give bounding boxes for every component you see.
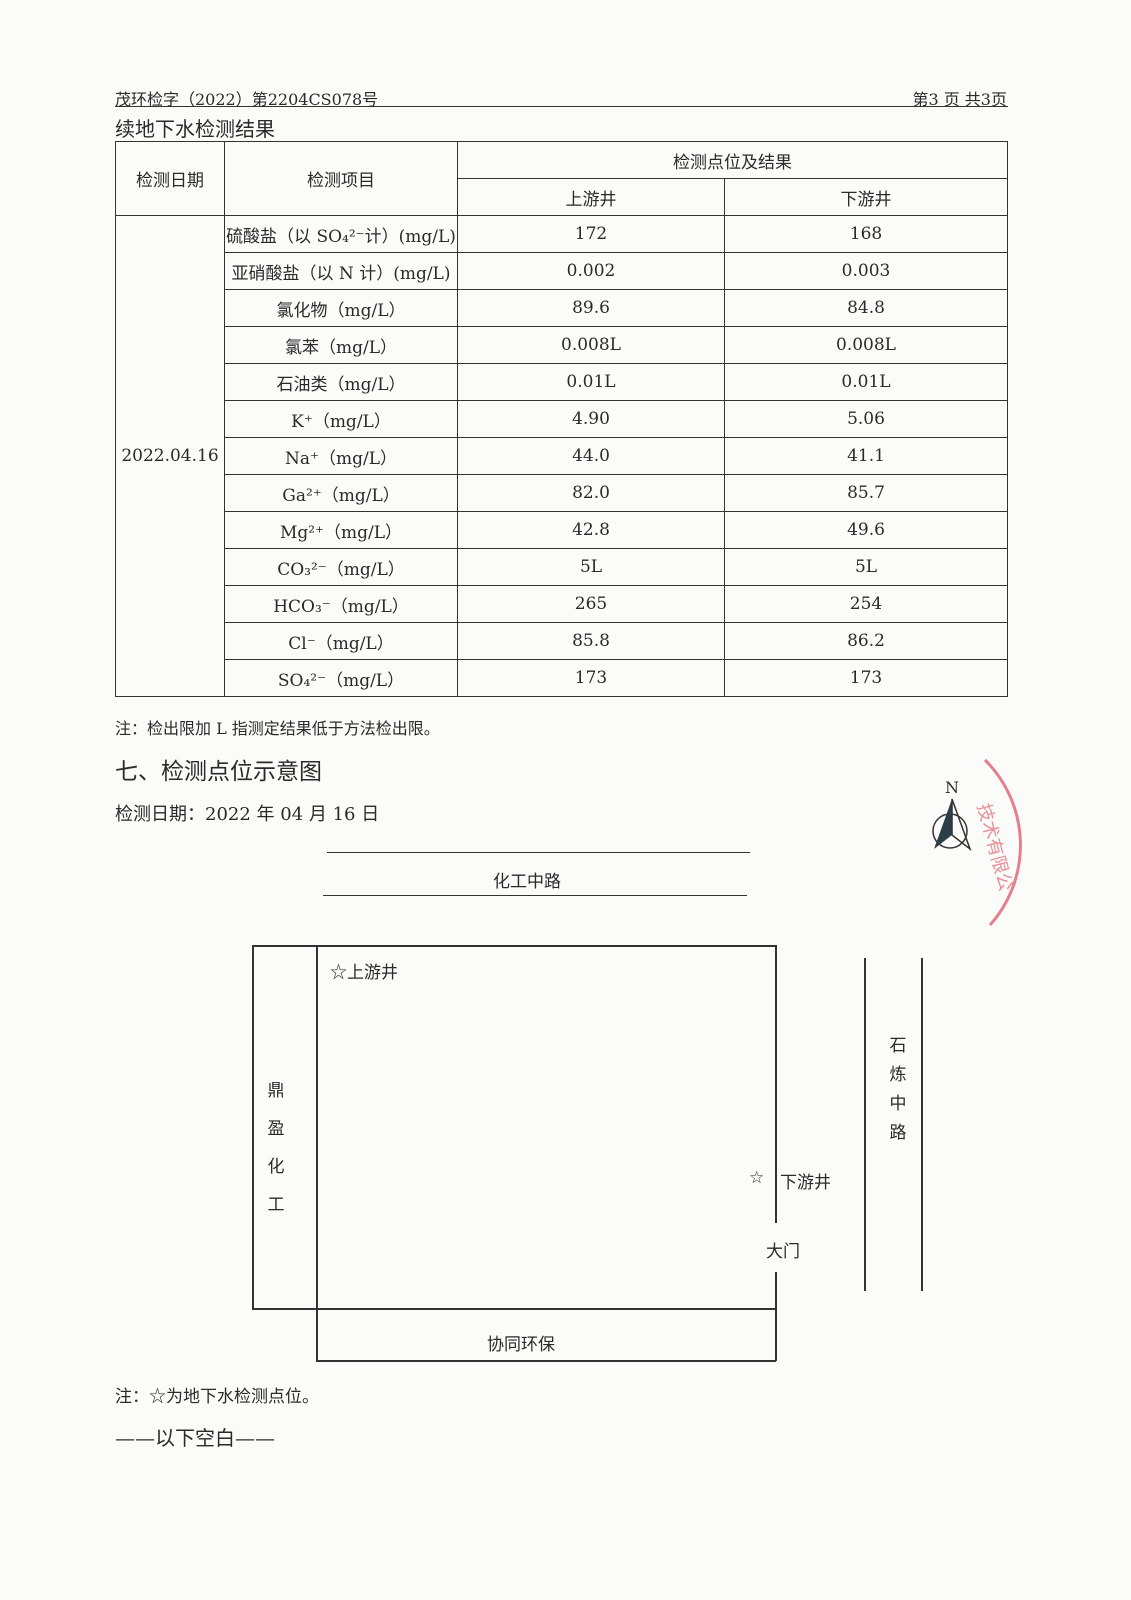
downstream-well-label: 下游井	[780, 1173, 831, 1193]
item-cell: SO₄²⁻（mg/L）	[224, 659, 458, 697]
down-cell: 0.003	[724, 252, 1008, 290]
down-cell: 0.01L	[724, 363, 1008, 401]
map-note: 注：☆为地下水检测点位。	[115, 1387, 319, 1407]
site-border	[252, 945, 254, 1309]
down-cell: 84.8	[724, 289, 1008, 327]
gate-label: 大门	[766, 1242, 800, 1262]
report-number: 茂环检字（2022）第2204CS078号	[115, 90, 379, 109]
table-row: HCO₃⁻（mg/L） 265 254	[116, 585, 1008, 623]
site-border	[316, 945, 318, 1361]
col-up-header: 上游井	[457, 178, 725, 216]
neighbor-xietong: 协同环保	[487, 1335, 555, 1355]
down-cell: 173	[724, 659, 1008, 697]
up-cell: 82.0	[457, 474, 725, 512]
road-edge	[323, 895, 747, 896]
up-cell: 173	[457, 659, 725, 697]
north-arrow: N	[930, 778, 974, 857]
down-cell: 41.1	[724, 437, 1008, 475]
site-border	[252, 1308, 776, 1310]
item-cell: 氯苯（mg/L）	[224, 326, 458, 364]
col-group-header: 检测点位及结果	[457, 141, 1008, 179]
sampling-date: 检测日期：2022 年 04 月 16 日	[115, 804, 380, 825]
item-cell: Cl⁻（mg/L）	[224, 622, 458, 660]
table-row: 氯苯（mg/L） 0.008L 0.008L	[116, 326, 1008, 364]
road-huagong: 化工中路	[493, 872, 561, 892]
table-note: 注：检出限加 L 指测定结果低于方法检出限。	[115, 719, 440, 738]
table-row: 亚硝酸盐（以 N 计）(mg/L) 0.002 0.003	[116, 252, 1008, 290]
up-cell: 42.8	[457, 511, 725, 549]
table-row: K⁺（mg/L） 4.90 5.06	[116, 400, 1008, 438]
item-cell: Ga²⁺（mg/L）	[224, 474, 458, 512]
item-cell: K⁺（mg/L）	[224, 400, 458, 438]
table-row: CO₃²⁻（mg/L） 5L 5L	[116, 548, 1008, 586]
col-down-header: 下游井	[724, 178, 1008, 216]
down-cell: 0.008L	[724, 326, 1008, 364]
compass-icon	[932, 798, 972, 852]
table-row: Na⁺（mg/L） 44.0 41.1	[116, 437, 1008, 475]
item-cell: Mg²⁺（mg/L）	[224, 511, 458, 549]
down-cell: 168	[724, 215, 1008, 253]
item-cell: 石油类（mg/L）	[224, 363, 458, 401]
road-shilian: 石炼中路	[889, 1036, 907, 1143]
item-cell: 亚硝酸盐（以 N 计）(mg/L)	[224, 252, 458, 290]
down-cell: 254	[724, 585, 1008, 623]
up-cell: 172	[457, 215, 725, 253]
table-title: 续地下水检测结果	[115, 117, 275, 141]
star-icon: ☆	[749, 1168, 765, 1188]
up-cell: 0.002	[457, 252, 725, 290]
col-item-header: 检测项目	[224, 141, 458, 216]
svg-text:技术有限公: 技术有限公	[973, 801, 1017, 893]
table-row: 氯化物（mg/L） 89.6 84.8	[116, 289, 1008, 327]
site-border	[316, 1360, 776, 1362]
table-row: Mg²⁺（mg/L） 42.8 49.6	[116, 511, 1008, 549]
table-row: 2022.04.16 硫酸盐（以 SO₄²⁻计）(mg/L) 172 168	[115, 215, 1008, 697]
table-row: Cl⁻（mg/L） 85.8 86.2	[116, 622, 1008, 660]
north-label: N	[945, 778, 959, 797]
page-info: 第3 页 共3页	[912, 90, 1007, 109]
up-cell: 265	[457, 585, 725, 623]
up-cell: 44.0	[457, 437, 725, 475]
section-title: 七、检测点位示意图	[115, 759, 322, 785]
item-cell: CO₃²⁻（mg/L）	[224, 548, 458, 586]
site-border	[252, 945, 776, 947]
down-cell: 85.7	[724, 474, 1008, 512]
road-edge	[327, 852, 750, 853]
up-cell: 89.6	[457, 289, 725, 327]
up-cell: 4.90	[457, 400, 725, 438]
official-stamp: 技术有限公	[973, 758, 1022, 926]
down-cell: 86.2	[724, 622, 1008, 660]
table-row: 石油类（mg/L） 0.01L 0.01L	[116, 363, 1008, 401]
road-edge	[921, 958, 923, 1291]
site-border	[775, 1272, 777, 1361]
up-cell: 5L	[457, 548, 725, 586]
item-cell: 硫酸盐（以 SO₄²⁻计）(mg/L)	[224, 215, 458, 253]
upstream-well-point: ☆上游井	[330, 963, 398, 983]
down-cell: 49.6	[724, 511, 1008, 549]
header-rule	[115, 106, 1008, 107]
date-cell: 2022.04.16	[115, 215, 225, 697]
item-cell: Na⁺（mg/L）	[224, 437, 458, 475]
table-row: SO₄²⁻（mg/L） 173 173	[116, 659, 1008, 697]
up-cell: 0.008L	[457, 326, 725, 364]
down-cell: 5L	[724, 548, 1008, 586]
item-cell: 氯化物（mg/L）	[224, 289, 458, 327]
end-marker: ——以下空白——	[115, 1426, 275, 1450]
table-row: Ga²⁺（mg/L） 82.0 85.7	[116, 474, 1008, 512]
site-border	[775, 945, 777, 1223]
down-cell: 5.06	[724, 400, 1008, 438]
item-cell: HCO₃⁻（mg/L）	[224, 585, 458, 623]
road-edge	[864, 958, 866, 1291]
up-cell: 85.8	[457, 622, 725, 660]
col-date-header: 检测日期	[115, 141, 225, 216]
neighbor-dingying: 鼎盈化工	[267, 1081, 285, 1215]
up-cell: 0.01L	[457, 363, 725, 401]
results-table: 检测日期 检测项目 检测点位及结果 上游井 下游井 2022.04.16 硫酸盐（…	[115, 141, 1008, 697]
